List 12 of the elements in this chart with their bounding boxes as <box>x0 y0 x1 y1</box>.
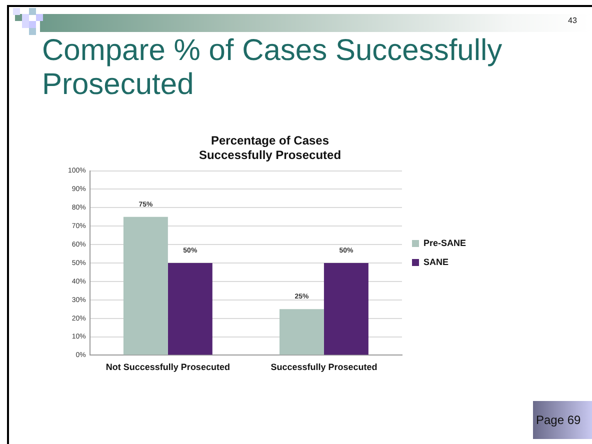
legend-label: SANE <box>423 256 449 267</box>
x-tick-label: Successfully Prosecuted <box>270 362 378 372</box>
text: Page 69 <box>533 401 592 439</box>
text: 43 <box>568 16 577 25</box>
bar <box>123 216 168 355</box>
bar <box>168 263 212 355</box>
legend-label: Pre-SANE <box>423 238 466 248</box>
bar <box>279 309 324 355</box>
chart-title: Percentage of Cases Successfully Prosecuted <box>198 134 342 162</box>
x-tick-label: Not Successfully Prosecuted <box>106 362 230 372</box>
text: Compare % of Cases Successfully Prosecuted <box>42 34 504 102</box>
bar <box>324 263 368 355</box>
